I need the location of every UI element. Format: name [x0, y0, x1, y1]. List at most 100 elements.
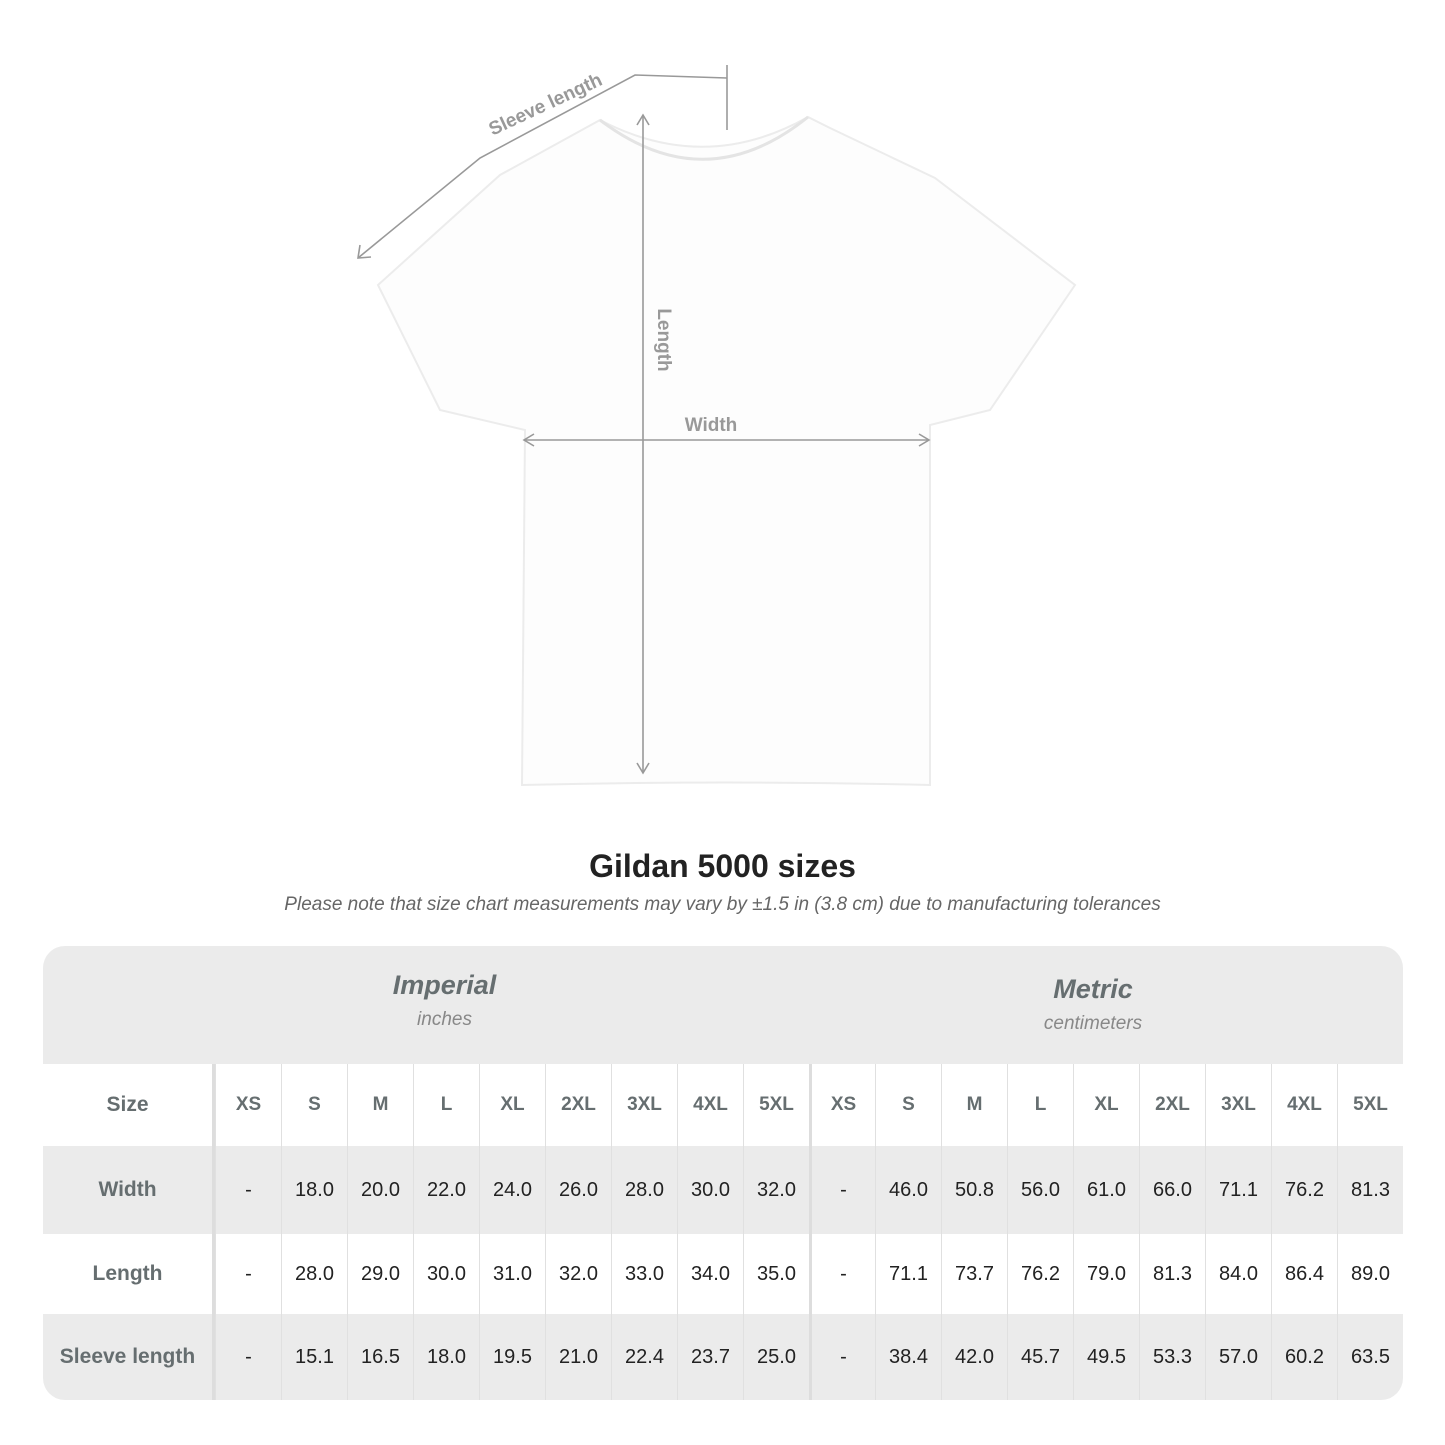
- metric-value-cell: 81.3: [1139, 1234, 1205, 1314]
- imperial-value-cell: 35.0: [743, 1234, 809, 1314]
- size-metric-s: S: [875, 1064, 941, 1146]
- table-row: Sleeve length -15.1 16.5 18.0 19.5 21.0 22.4 23…: [43, 1314, 1403, 1400]
- metric-value-cell: 76.2: [1271, 1146, 1337, 1234]
- imperial-value-cell: 28.0: [611, 1146, 677, 1234]
- size-metric-l: L: [1007, 1064, 1073, 1146]
- metric-value-cell: 49.5: [1073, 1314, 1139, 1400]
- imperial-value-cell: 28.0: [281, 1234, 347, 1314]
- length-arrow-top: [636, 113, 650, 126]
- row-label: Sleeve length: [43, 1314, 215, 1400]
- length-label: Length: [653, 308, 674, 371]
- imperial-value-cell: 26.0: [545, 1146, 611, 1234]
- sleeve-measure-line: [357, 74, 728, 259]
- imperial-value-cell: 31.0: [479, 1234, 545, 1314]
- metric-value-cell: 45.7: [1007, 1314, 1073, 1400]
- metric-unit: centimeters: [1043, 1013, 1143, 1034]
- table-row: Length -28.0 29.0 30.0 31.0 32.0 33.0 34.0 35.0-…: [43, 1234, 1403, 1314]
- imperial-value-cell: 18.0: [413, 1314, 479, 1400]
- imperial-value-cell: 30.0: [677, 1146, 743, 1234]
- width-label: Width: [685, 415, 738, 436]
- imperial-value-cell: -: [215, 1146, 281, 1234]
- metric-value-cell: 38.4: [875, 1314, 941, 1400]
- imperial-value-cell: 29.0: [347, 1234, 413, 1314]
- row-label: Length: [43, 1234, 215, 1314]
- metric-value-cell: 89.0: [1337, 1234, 1403, 1314]
- imperial-value-cell: 22.0: [413, 1146, 479, 1234]
- metric-value-cell: 53.3: [1139, 1314, 1205, 1400]
- size-metric-2xl: 2XL: [1139, 1064, 1205, 1146]
- imperial-value-cell: 25.0: [743, 1314, 809, 1400]
- metric-value-cell: 42.0: [941, 1314, 1007, 1400]
- metric-value-cell: 86.4: [1271, 1234, 1337, 1314]
- metric-value-cell: 57.0: [1205, 1314, 1271, 1400]
- imperial-value-cell: 23.7: [677, 1314, 743, 1400]
- imperial-title: Imperial: [392, 970, 497, 1000]
- metric-value-cell: 66.0: [1139, 1146, 1205, 1234]
- imperial-value-cell: 34.0: [677, 1234, 743, 1314]
- imperial-value-cell: 20.0: [347, 1146, 413, 1234]
- metric-value-cell: 61.0: [1073, 1146, 1139, 1234]
- imperial-value-cell: 33.0: [611, 1234, 677, 1314]
- tshirt-shape: [376, 115, 1077, 787]
- size-imperial-xs: XS: [215, 1064, 281, 1146]
- size-imperial-xl: XL: [479, 1064, 545, 1146]
- size-table: Imperial inches Metric centimeters Size X…: [43, 946, 1403, 1400]
- metric-value-cell: 73.7: [941, 1234, 1007, 1314]
- size-metric-3xl: 3XL: [1205, 1064, 1271, 1146]
- imperial-value-cell: 22.4: [611, 1314, 677, 1400]
- metric-value-cell: 71.1: [1205, 1146, 1271, 1234]
- size-imperial-3xl: 3XL: [611, 1064, 677, 1146]
- collar: [599, 115, 809, 161]
- imperial-value-cell: -: [215, 1234, 281, 1314]
- imperial-value-cell: 18.0: [281, 1146, 347, 1234]
- imperial-value-cell: 32.0: [545, 1234, 611, 1314]
- metric-value-cell: 84.0: [1205, 1234, 1271, 1314]
- size-imperial-4xl: 4XL: [677, 1064, 743, 1146]
- imperial-header: Imperial inches: [215, 970, 674, 1031]
- imperial-value-cell: -: [215, 1314, 281, 1400]
- size-metric-4xl: 4XL: [1271, 1064, 1337, 1146]
- size-metric-xs: XS: [809, 1064, 875, 1146]
- metric-value-cell: 50.8: [941, 1146, 1007, 1234]
- metric-value-cell: 76.2: [1007, 1234, 1073, 1314]
- size-imperial-2xl: 2XL: [545, 1064, 611, 1146]
- width-arrow-right: [918, 433, 931, 447]
- imperial-value-cell: 15.1: [281, 1314, 347, 1400]
- metric-title: Metric: [1053, 974, 1133, 1004]
- metric-value-cell: 71.1: [875, 1234, 941, 1314]
- metric-header: Metric centimeters: [860, 974, 1326, 1035]
- metric-value-cell: 63.5: [1337, 1314, 1403, 1400]
- size-imperial-m: M: [347, 1064, 413, 1146]
- imperial-unit: inches: [417, 1009, 472, 1030]
- imperial-value-cell: 21.0: [545, 1314, 611, 1400]
- metric-value-cell: -: [809, 1234, 875, 1314]
- table-row: Width -18.0 20.0 22.0 24.0 26.0 28.0 30.0 32.0-4…: [43, 1146, 1403, 1234]
- length-arrow-bottom: [636, 762, 650, 775]
- page-title: Gildan 5000 sizes: [589, 848, 856, 884]
- metric-value-cell: -: [809, 1314, 875, 1400]
- tshirt-diagram: Sleeve length Length Width: [357, 65, 1077, 787]
- size-label: Size: [43, 1064, 215, 1146]
- size-metric-xl: XL: [1073, 1064, 1139, 1146]
- size-imperial-l: L: [413, 1064, 479, 1146]
- imperial-value-cell: 24.0: [479, 1146, 545, 1234]
- metric-value-cell: -: [809, 1146, 875, 1234]
- size-imperial-s: S: [281, 1064, 347, 1146]
- size-imperial-5xl: 5XL: [743, 1064, 809, 1146]
- table-header-band: Imperial inches Metric centimeters: [43, 946, 1403, 1064]
- size-metric-m: M: [941, 1064, 1007, 1146]
- imperial-value-cell: 19.5: [479, 1314, 545, 1400]
- metric-value-cell: 79.0: [1073, 1234, 1139, 1314]
- width-arrow-left: [522, 433, 535, 447]
- size-metric-5xl: 5XL: [1337, 1064, 1403, 1146]
- imperial-value-cell: 16.5: [347, 1314, 413, 1400]
- metric-value-cell: 46.0: [875, 1146, 941, 1234]
- metric-value-cell: 56.0: [1007, 1146, 1073, 1234]
- metric-value-cell: 60.2: [1271, 1314, 1337, 1400]
- sleeve-arrowhead: [357, 244, 372, 259]
- row-label: Width: [43, 1146, 215, 1234]
- imperial-value-cell: 32.0: [743, 1146, 809, 1234]
- tolerance-note: Please note that size chart measurements…: [284, 894, 1161, 915]
- metric-value-cell: 81.3: [1337, 1146, 1403, 1234]
- imperial-value-cell: 30.0: [413, 1234, 479, 1314]
